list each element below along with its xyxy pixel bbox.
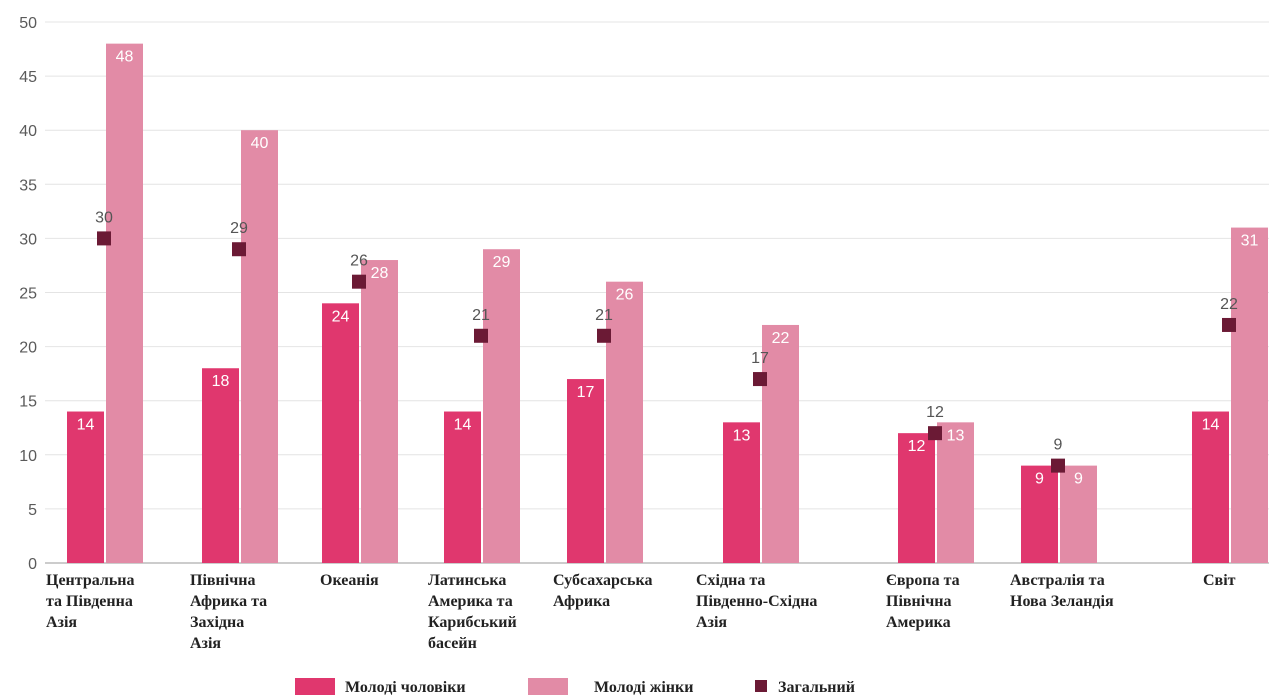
total-marker-label: 9 (1054, 437, 1063, 454)
x-category-label: Східна та Південно-Східна Азія (696, 572, 817, 631)
total-marker (232, 242, 246, 257)
bar-label-women: 9 (1074, 471, 1083, 488)
bar-label-women: 26 (616, 287, 634, 304)
legend-label-men: Молоді чоловіки (345, 679, 466, 695)
bar-label-women: 13 (947, 427, 965, 444)
total-marker (753, 372, 767, 387)
total-marker (928, 426, 942, 441)
x-category-label: Субсахарська Африка (553, 572, 652, 610)
bar-women (937, 422, 974, 563)
total-marker (352, 274, 366, 289)
legend-label-total: Загальний (778, 679, 855, 695)
x-category-label: Північна Африка та Західна Азія (190, 572, 267, 652)
x-category-label: Центральна та Південна Азія (46, 572, 135, 631)
bar-women (483, 249, 520, 563)
total-marker-label: 17 (751, 350, 769, 367)
y-axis: 0 5 10 15 20 25 30 35 40 45 50 (19, 15, 37, 573)
bar-men (444, 411, 481, 563)
total-marker (474, 328, 488, 343)
bar-men (567, 379, 604, 563)
total-marker-label: 30 (95, 209, 113, 226)
bar-label-men: 14 (1202, 417, 1220, 434)
bar-label-women: 28 (371, 265, 389, 282)
x-category-label: Світ (1203, 572, 1236, 589)
bar-women (606, 281, 643, 563)
total-marker (597, 328, 611, 343)
bar-men (67, 411, 104, 563)
bar-label-women: 29 (493, 254, 511, 271)
legend-label-women: Молоді жінки (594, 679, 693, 695)
bar-label-men: 14 (454, 417, 472, 434)
y-tick-label: 15 (19, 394, 37, 411)
y-tick-label: 30 (19, 231, 37, 248)
bar-men (1192, 411, 1229, 563)
total-marker-label: 22 (1220, 296, 1238, 313)
y-tick-label: 10 (19, 448, 37, 465)
x-category-label: Латинська Америка та Карибський басейн (428, 572, 517, 652)
bar-label-men: 13 (733, 427, 751, 444)
bar-men (723, 422, 760, 563)
total-marker (97, 231, 111, 246)
bar-men (898, 433, 935, 563)
y-tick-label: 40 (19, 123, 37, 140)
x-category-label: Австралія та Нова Зеландія (1010, 572, 1114, 610)
total-marker-label: 26 (350, 253, 368, 270)
bar-label-men: 18 (212, 373, 230, 390)
total-marker-label: 29 (230, 220, 248, 237)
y-tick-label: 35 (19, 177, 37, 194)
x-category-label: Європа та Північна Америка (886, 572, 960, 631)
y-tick-label: 50 (19, 15, 37, 32)
y-tick-label: 0 (28, 556, 37, 573)
y-tick-label: 45 (19, 69, 37, 86)
bar-label-women: 31 (1241, 233, 1259, 250)
legend-marker-total (755, 680, 767, 692)
legend-swatch-women (528, 678, 568, 695)
bar-label-women: 40 (251, 135, 269, 152)
bar-label-women: 22 (772, 330, 790, 347)
total-marker-label: 21 (472, 307, 490, 324)
bar-women (1060, 465, 1097, 563)
y-tick-label: 20 (19, 340, 37, 357)
bar-men (322, 303, 359, 563)
bar-women (361, 260, 398, 563)
bar-label-men: 17 (577, 384, 595, 401)
bar-men (1021, 465, 1058, 563)
y-tick-label: 5 (28, 502, 37, 519)
y-tick-label: 25 (19, 286, 37, 303)
total-marker-label: 21 (595, 307, 613, 324)
legend: Молоді чоловіки Молоді жінки Загальний (295, 678, 855, 695)
total-marker (1051, 458, 1065, 473)
x-axis: Центральна та Південна Азія Північна Африка … (46, 572, 1236, 652)
total-marker (1222, 317, 1236, 332)
total-marker-label: 12 (926, 404, 944, 421)
legend-swatch-men (295, 678, 335, 695)
bar-women (106, 43, 143, 563)
bar-label-men: 24 (332, 308, 350, 325)
bar-women (1231, 227, 1268, 563)
bar-women (762, 324, 799, 563)
bar-women (241, 130, 278, 563)
bar-men (202, 368, 239, 563)
bar-label-men: 9 (1035, 471, 1044, 488)
bar-label-men: 14 (77, 417, 95, 434)
bar-label-men: 12 (908, 438, 926, 455)
x-category-label: Океанія (320, 572, 379, 589)
bar-label-women: 48 (116, 49, 134, 66)
